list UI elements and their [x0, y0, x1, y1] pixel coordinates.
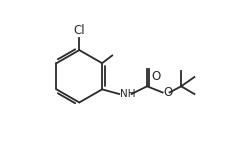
Text: O: O [152, 70, 161, 83]
Text: Cl: Cl [74, 24, 85, 37]
Text: NH: NH [120, 89, 136, 99]
Text: O: O [163, 86, 172, 99]
